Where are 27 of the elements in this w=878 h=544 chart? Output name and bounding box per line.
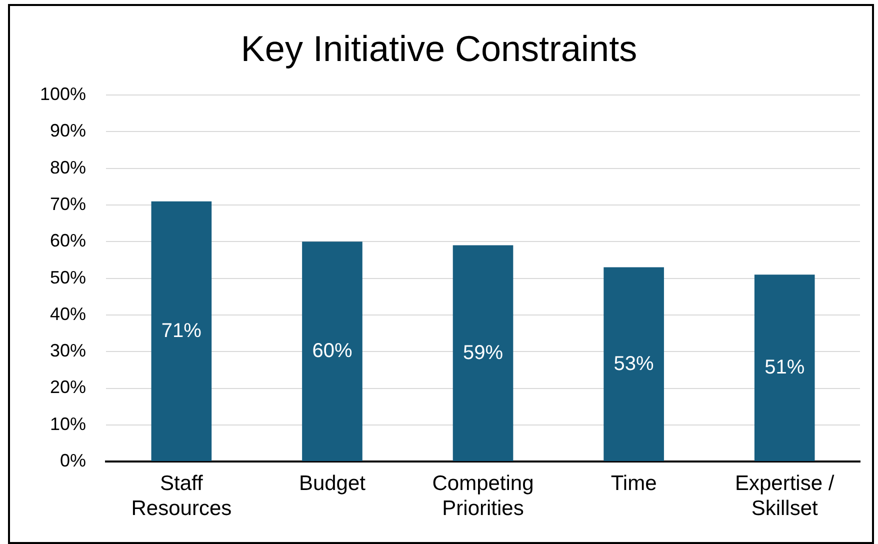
data-label: 59% xyxy=(463,342,504,364)
data-label: 53% xyxy=(614,352,654,375)
data-label: 51% xyxy=(764,356,805,379)
y-tick-label: 20% xyxy=(50,377,86,398)
y-tick-label: 50% xyxy=(50,267,86,288)
bar xyxy=(151,201,212,462)
x-tick-label: Competing Priorities xyxy=(432,472,534,520)
bar xyxy=(754,274,815,462)
y-tick-label: 90% xyxy=(50,120,86,141)
y-tick-label: 100% xyxy=(40,84,86,104)
x-tick-label: Staff Resources xyxy=(131,472,232,520)
bar xyxy=(302,242,362,462)
x-tick-label: Time xyxy=(610,472,657,495)
x-tick-label: Budget xyxy=(298,472,366,495)
y-tick-label: 80% xyxy=(50,157,86,178)
x-tick-label: Expertise / Skillset xyxy=(734,472,834,520)
data-label: 71% xyxy=(161,320,202,342)
y-tick-label: 60% xyxy=(50,230,86,251)
y-tick-label: 30% xyxy=(50,340,86,361)
y-tick-label: 0% xyxy=(60,450,86,471)
y-tick-label: 10% xyxy=(50,414,86,434)
bar xyxy=(452,245,514,462)
y-tick-label: 40% xyxy=(50,304,86,324)
bar xyxy=(604,267,664,462)
chart-title: Key Initiative Constraints xyxy=(240,28,638,70)
data-label: 60% xyxy=(312,340,352,362)
y-tick-label: 70% xyxy=(50,194,86,214)
